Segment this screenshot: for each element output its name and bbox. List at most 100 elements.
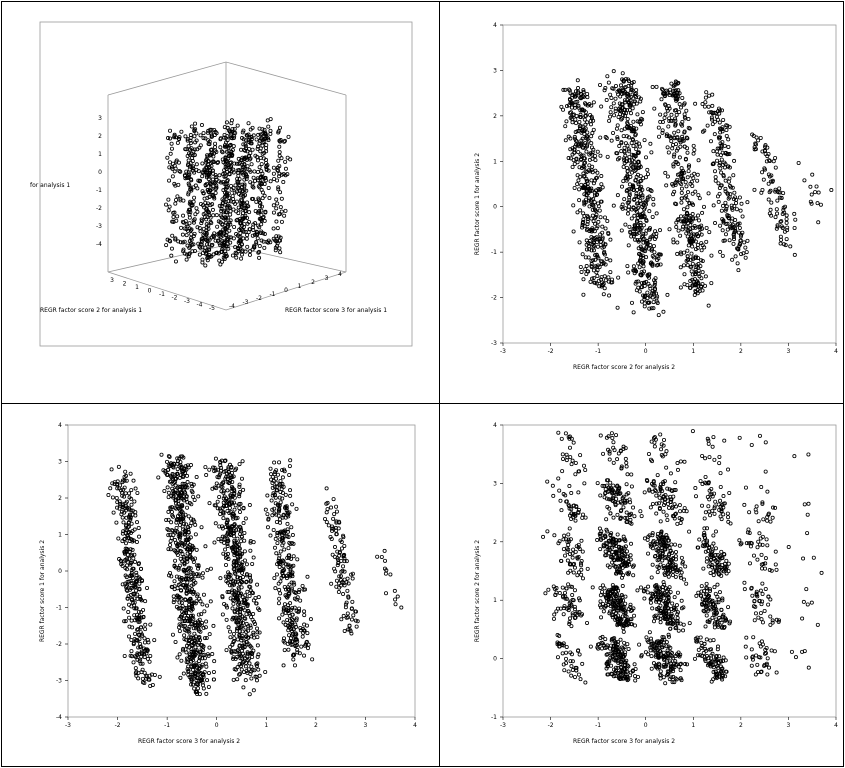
data-point — [621, 164, 626, 169]
data-point — [684, 224, 689, 229]
x-tick-label: 1 — [691, 722, 695, 729]
data-point — [625, 176, 630, 181]
data-point — [304, 623, 309, 628]
data-point — [734, 207, 739, 212]
data-point — [167, 178, 172, 183]
data-point — [774, 207, 779, 212]
data-point — [658, 252, 663, 257]
data-point — [212, 540, 217, 545]
data-point — [237, 462, 242, 467]
data-point — [738, 238, 743, 243]
data-point — [291, 657, 296, 662]
data-point — [238, 231, 243, 236]
data-point — [585, 103, 590, 108]
data-point — [690, 244, 695, 249]
data-point — [674, 142, 679, 147]
data-point — [228, 635, 233, 640]
data-point — [193, 522, 198, 527]
data-point — [681, 207, 686, 212]
data-point — [561, 612, 566, 617]
data-point — [349, 617, 354, 622]
data-point — [652, 250, 657, 255]
data-point — [715, 158, 720, 163]
data-point — [576, 178, 581, 183]
data-point — [617, 144, 622, 149]
data-point — [784, 217, 789, 222]
data-point — [260, 143, 265, 148]
data-point — [169, 141, 174, 146]
data-point — [287, 472, 292, 477]
data-point — [682, 272, 687, 277]
data-point — [142, 636, 147, 641]
y-tick-label: 1 — [58, 532, 62, 539]
data-point — [251, 612, 256, 617]
data-point — [619, 149, 624, 154]
data-point — [694, 264, 699, 269]
x-tick-label: 3 — [364, 722, 368, 729]
data-point — [731, 173, 736, 178]
data-point — [243, 174, 248, 179]
data-point — [218, 512, 223, 517]
data-point — [241, 137, 246, 142]
data-point — [686, 190, 691, 195]
data-point — [730, 207, 735, 212]
data-point — [245, 200, 250, 205]
data-point — [816, 190, 821, 195]
data-point — [249, 676, 254, 681]
data-point — [258, 230, 263, 235]
data-point — [242, 161, 247, 166]
data-point — [678, 105, 683, 110]
data-point — [648, 141, 653, 146]
data-point — [675, 146, 680, 151]
data-point — [590, 164, 595, 169]
data-point — [109, 467, 114, 472]
data-point — [261, 239, 266, 244]
data-point — [140, 676, 145, 681]
data-point — [189, 237, 194, 242]
data-point — [177, 652, 182, 657]
data-point — [581, 89, 586, 94]
data-point — [670, 182, 675, 187]
data-point — [205, 256, 210, 261]
data-point — [131, 478, 136, 483]
data-point — [611, 130, 616, 135]
data-point — [129, 508, 134, 513]
data-point — [206, 177, 211, 182]
data-point — [659, 97, 664, 102]
data-point — [644, 155, 649, 160]
data-point — [207, 467, 212, 472]
data-point — [122, 653, 127, 658]
data-point — [710, 122, 715, 127]
data-point — [615, 135, 620, 140]
data-point — [570, 458, 575, 463]
data-point — [280, 612, 285, 617]
data-point — [211, 669, 216, 674]
data-point — [584, 264, 589, 269]
data-point — [245, 233, 250, 238]
data-point — [590, 131, 595, 136]
data-point — [599, 199, 604, 204]
data-point — [672, 152, 677, 157]
data-point — [642, 304, 647, 309]
data-point — [595, 240, 600, 245]
data-point — [725, 227, 730, 232]
data-point — [754, 135, 759, 140]
z-tick-label: -4 — [96, 241, 102, 248]
data-point — [251, 175, 256, 180]
data-point — [731, 224, 736, 229]
data-point — [125, 556, 130, 561]
data-point — [211, 194, 216, 199]
data-point — [631, 99, 636, 104]
data-point — [598, 135, 603, 140]
data-point — [718, 130, 723, 135]
data-point — [584, 149, 589, 154]
data-point — [566, 542, 571, 547]
data-point — [611, 203, 616, 208]
data-point — [242, 171, 247, 176]
data-point — [543, 591, 548, 596]
data-point — [583, 160, 588, 165]
data-point — [263, 670, 268, 675]
data-point — [220, 157, 225, 162]
data-point — [245, 589, 250, 594]
data-point — [589, 265, 594, 270]
